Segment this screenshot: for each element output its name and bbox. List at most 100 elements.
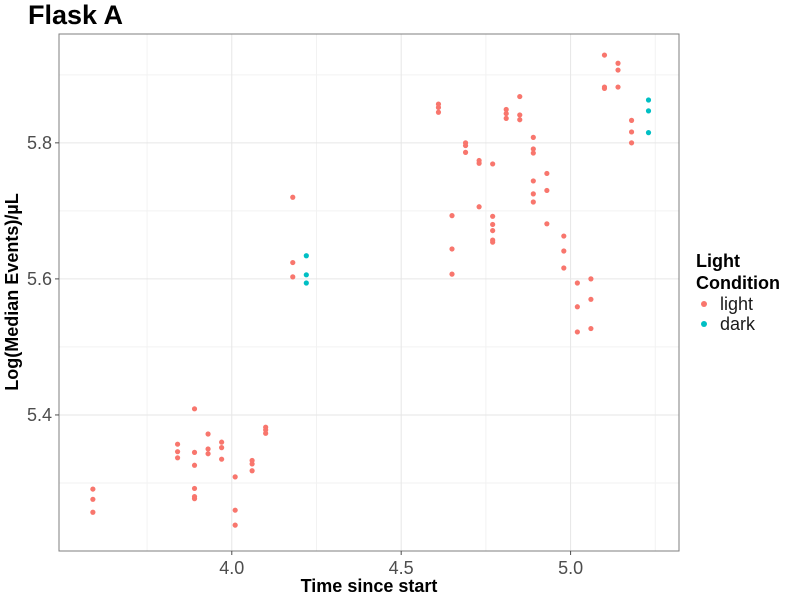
data-point-light [503,110,509,117]
data-point-light [615,84,621,90]
data-point-light [503,106,509,113]
data-point-light [490,221,496,228]
x-axis: 4.0 4.5 5.0 [219,551,583,578]
data-point-dark [303,280,309,286]
data-point-light [517,112,523,118]
data-point-light [290,259,296,266]
data-point-light [544,170,550,177]
data-point-light [205,446,211,452]
data-point-light [490,239,496,245]
data-point-light [435,104,442,111]
data-point-light [191,406,198,412]
chart-title: Flask A [28,0,124,30]
data-point-light [462,142,469,149]
data-point-light [544,221,550,227]
y-axis-label: Log(Median Events)/µL [2,193,22,390]
x-tick-label: 4.5 [389,558,414,578]
data-point-light [232,522,238,528]
y-axis: 5.4 5.6 5.8 [27,133,59,425]
data-point-dark [645,108,652,114]
legend: Light Condition light dark [696,250,786,334]
data-point-light [249,461,255,467]
data-point-light [574,304,580,310]
plot-panel [59,34,679,551]
x-tick-label: 4.0 [219,558,244,578]
data-point-light [561,233,567,239]
data-point-light [191,462,198,468]
x-axis-label: Time since start [301,576,438,596]
data-point-light [530,199,536,205]
data-point-light [232,474,238,480]
data-point-light [90,496,96,502]
legend-key-light [696,296,712,312]
data-point-light [490,213,496,219]
data-point-light [290,194,296,200]
data-point-light [435,109,442,115]
data-point-light [574,280,580,286]
data-point-light [530,178,536,184]
data-point-light [290,274,296,280]
data-point-light [205,451,211,457]
data-point-light [561,265,567,271]
data-point-light [90,486,96,492]
y-tick-label: 5.8 [27,133,52,153]
legend-item-dark: dark [696,314,786,334]
legend-title: Light Condition [696,251,780,293]
data-point-light [517,117,523,123]
data-point-light [601,85,608,92]
data-point-light [601,52,608,58]
data-point-light [191,449,198,455]
data-point-light [544,187,550,194]
data-point-light [628,140,635,146]
grid-major [59,34,679,551]
data-point-light [249,468,255,474]
data-point-dark [645,130,652,136]
data-point-light [476,160,482,166]
data-point-light [530,191,536,197]
legend-item-light: light [696,294,786,314]
legend-dot-dark [701,321,707,327]
legend-label-light: light [720,293,754,314]
legend-label-dark: dark [720,313,756,334]
data-point-light [490,161,496,167]
x-tick-label: 5.0 [558,558,583,578]
data-point-dark [303,272,309,278]
data-point-light [219,439,225,445]
data-point-light [219,456,225,462]
legend-dot-light [701,301,707,307]
data-point-light [232,507,238,513]
data-point-light [174,455,181,461]
data-point-light [615,60,621,66]
data-point-light [449,213,455,219]
data-point-light [490,227,496,234]
y-tick-label: 5.6 [27,269,52,289]
data-point-light [588,296,594,302]
data-point-light [530,150,536,156]
data-point-light [263,430,269,436]
data-point-light [588,325,594,332]
data-point-light [462,149,469,155]
legend-key-dark [696,316,712,332]
data-point-dark [303,253,309,259]
data-point-light [517,93,523,100]
data-point-light [174,441,181,447]
data-point-light [503,115,509,121]
data-point-light [205,431,211,437]
data-point-light [588,276,594,282]
data-point-light [561,248,567,254]
data-point-light [191,485,198,492]
data-point-dark [645,97,652,103]
data-point-light [219,445,225,451]
data-points [90,52,652,528]
data-point-light [628,117,635,123]
data-point-light [628,129,635,135]
grid-minor [59,34,679,551]
data-point-light [191,496,198,502]
y-tick-label: 5.4 [27,405,52,425]
data-point-light [574,329,580,335]
data-point-light [449,271,455,277]
data-point-light [90,509,96,515]
data-point-light [530,134,536,140]
data-point-light [476,204,482,210]
